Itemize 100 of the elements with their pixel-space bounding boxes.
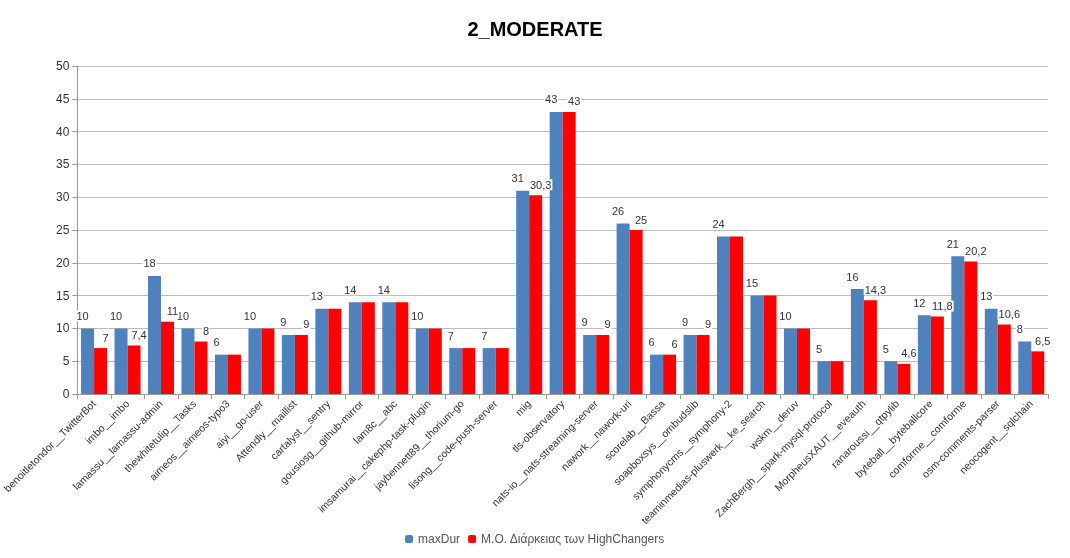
data-label: 20,2 <box>965 244 987 257</box>
bar <box>997 324 1011 394</box>
y-tick-label: 15 <box>55 288 70 303</box>
data-label: 6 <box>213 336 220 349</box>
bar <box>529 195 543 394</box>
bar <box>663 354 677 394</box>
y-tick-label: 40 <box>55 124 70 139</box>
data-label: 9 <box>280 316 287 329</box>
y-tick-label: 0 <box>62 387 70 401</box>
bar <box>348 302 362 394</box>
data-label: 9 <box>303 318 310 331</box>
data-label: 5 <box>815 342 822 355</box>
bar <box>181 328 195 394</box>
bar <box>917 315 931 394</box>
bar <box>495 348 509 394</box>
bar <box>562 111 576 394</box>
y-tick-label: 35 <box>55 157 70 172</box>
data-label: 11 <box>166 305 179 318</box>
bar <box>261 328 275 394</box>
data-label: 24 <box>712 218 725 231</box>
bar <box>650 354 664 394</box>
bar <box>214 354 228 394</box>
y-tick-label: 5 <box>62 354 70 369</box>
data-label: 10,6 <box>998 307 1020 320</box>
bar <box>683 334 697 394</box>
bar <box>462 348 476 394</box>
bar <box>482 348 496 394</box>
bar <box>796 328 810 394</box>
bar <box>817 361 831 394</box>
data-label: 21 <box>946 237 959 250</box>
data-label: 43 <box>545 93 558 106</box>
bar <box>294 334 308 394</box>
y-tick-label: 30 <box>55 190 70 205</box>
data-label: 26 <box>611 204 625 217</box>
data-label: 12 <box>913 296 926 309</box>
data-label: 9 <box>604 318 611 331</box>
y-tick-label: 20 <box>55 255 70 270</box>
bar <box>730 236 744 394</box>
data-label: 30,3 <box>529 178 552 191</box>
y-tick-label: 10 <box>55 321 70 336</box>
data-label: 13 <box>310 290 323 303</box>
y-tick-label: 50 <box>55 59 70 73</box>
bar <box>227 354 241 394</box>
bar <box>964 261 978 394</box>
data-label: 7,4 <box>131 328 147 341</box>
bar <box>583 334 597 394</box>
data-label: 6,5 <box>1035 334 1051 347</box>
data-label: 16 <box>846 270 859 283</box>
data-label: 10 <box>109 309 123 322</box>
data-label: 9 <box>581 316 588 329</box>
bar <box>415 328 429 394</box>
bar <box>951 256 965 394</box>
bar <box>248 328 262 394</box>
legend-label: Μ.Ο. Διάρκειας των HighChangers <box>481 532 665 546</box>
data-label: 7 <box>102 331 109 344</box>
bar <box>428 328 442 394</box>
y-tick-label: 45 <box>55 91 70 106</box>
data-label: 14,3 <box>864 283 887 296</box>
bar <box>930 316 944 394</box>
bar <box>114 328 128 394</box>
chart-title: 2_MODERATE <box>467 18 603 40</box>
data-label: 7 <box>481 329 488 342</box>
bar <box>328 308 342 394</box>
data-label: 9 <box>704 318 712 331</box>
bar <box>984 308 998 394</box>
bar <box>850 289 864 394</box>
data-label: 10 <box>176 309 190 322</box>
bar <box>783 328 797 394</box>
bar <box>763 295 777 394</box>
bar <box>161 321 175 394</box>
data-label: 31 <box>511 172 524 185</box>
bar <box>696 334 710 394</box>
bar <box>382 302 396 394</box>
bar <box>81 328 95 394</box>
data-label: 6 <box>671 338 678 351</box>
data-label: 14 <box>377 283 390 296</box>
data-label: 6 <box>648 336 655 349</box>
data-label: 4,6 <box>901 347 917 360</box>
bar <box>750 295 764 394</box>
bar <box>361 302 375 394</box>
data-label: 5 <box>882 342 889 355</box>
y-tick-label: 25 <box>55 223 70 237</box>
bar <box>884 361 898 394</box>
bar <box>596 334 610 394</box>
bar <box>717 236 731 394</box>
legend-label: maxDur <box>418 532 461 546</box>
data-label: 18 <box>143 257 156 270</box>
bar <box>94 348 108 394</box>
data-label: 10 <box>76 309 89 322</box>
data-label: 8 <box>202 325 210 338</box>
bar <box>1018 341 1032 394</box>
data-label: 25 <box>634 213 648 226</box>
data-label: 14 <box>344 283 357 296</box>
bar <box>830 361 844 394</box>
bar <box>863 300 877 394</box>
data-label: 8 <box>1016 323 1023 336</box>
bar <box>1031 351 1045 394</box>
data-label: 43 <box>568 95 581 108</box>
data-label: 10 <box>411 309 424 322</box>
bar <box>148 275 162 394</box>
